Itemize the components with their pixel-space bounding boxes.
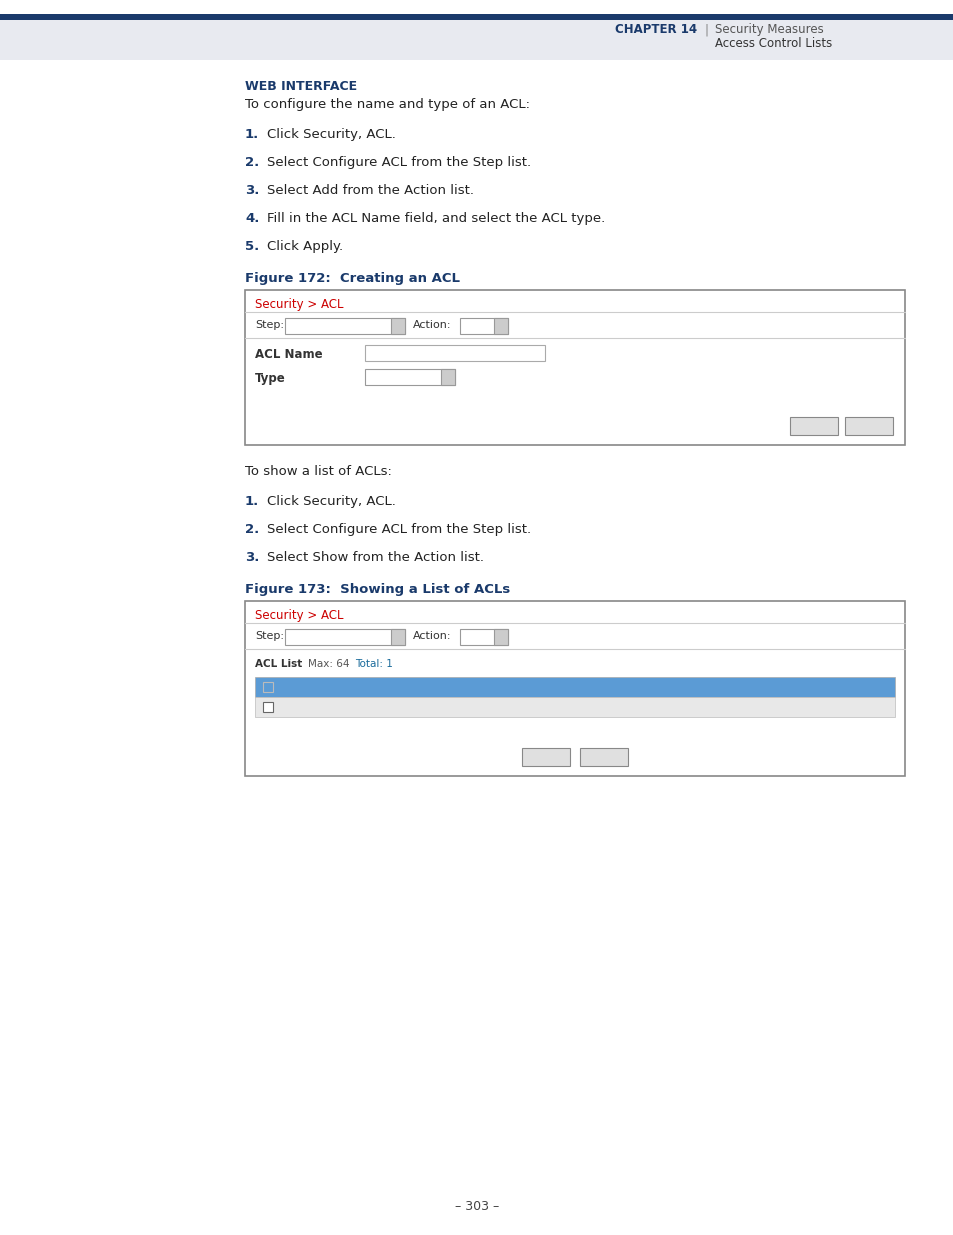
Text: R&D: R&D — [369, 350, 392, 359]
Text: WEB INTERFACE: WEB INTERFACE — [245, 80, 356, 93]
Text: Total: 1: Total: 1 — [355, 659, 393, 669]
Text: ▼: ▼ — [446, 375, 451, 382]
Text: ▼: ▼ — [498, 325, 504, 331]
Text: ACL Name: ACL Name — [254, 348, 322, 361]
Text: |: | — [704, 23, 708, 36]
Text: To configure the name and type of an ACL:: To configure the name and type of an ACL… — [245, 98, 530, 111]
Text: – 303 –: – 303 – — [455, 1200, 498, 1213]
Bar — [440, 369, 455, 385]
Text: Action:: Action: — [413, 320, 451, 330]
Text: Revert: Revert — [585, 752, 621, 762]
Text: To show a list of ACLs:: To show a list of ACLs: — [245, 466, 392, 478]
Text: Access Control Lists: Access Control Lists — [714, 37, 831, 49]
Text: 2.: 2. — [245, 522, 259, 536]
Text: Type: Type — [254, 372, 286, 385]
Bar — [844, 417, 892, 435]
Text: Figure 172:  Creating an ACL: Figure 172: Creating an ACL — [245, 272, 459, 285]
Text: Max: 64: Max: 64 — [308, 659, 349, 669]
Text: R&D: R&D — [439, 704, 464, 714]
Text: Click Security, ACL.: Click Security, ACL. — [267, 495, 395, 508]
Text: Revert: Revert — [850, 421, 886, 431]
Bar — [391, 317, 405, 333]
Bar — [459, 317, 507, 333]
Text: Show: Show — [462, 632, 491, 642]
Text: IP Standard: IP Standard — [368, 373, 428, 383]
Bar — [245, 601, 904, 776]
Text: Select Show from the Action list.: Select Show from the Action list. — [267, 551, 483, 564]
Text: 1.: 1. — [245, 128, 259, 141]
Text: 5.: 5. — [245, 240, 259, 253]
Bar — [521, 748, 569, 766]
Text: Type: Type — [741, 684, 771, 694]
Text: ▼: ▼ — [395, 325, 401, 331]
Bar — [245, 290, 904, 445]
Bar — [365, 345, 544, 361]
Text: Click Apply.: Click Apply. — [267, 240, 343, 253]
Bar — [579, 748, 627, 766]
Bar — [285, 317, 405, 333]
Text: 2.: 2. — [245, 156, 259, 169]
Bar — [0, 20, 953, 61]
Text: 3.: 3. — [245, 184, 259, 198]
Text: Click Security, ACL.: Click Security, ACL. — [267, 128, 395, 141]
Bar — [494, 317, 507, 333]
Bar — [0, 14, 953, 20]
Text: Select Configure ACL from the Step list.: Select Configure ACL from the Step list. — [267, 156, 531, 169]
Text: Fill in the ACL Name field, and select the ACL type.: Fill in the ACL Name field, and select t… — [267, 212, 604, 225]
Text: IP Standard: IP Standard — [724, 704, 788, 714]
Text: 1.: 1. — [245, 495, 259, 508]
Text: Action:: Action: — [413, 631, 451, 641]
Text: Delete: Delete — [527, 752, 564, 762]
Text: Select Add from the Action list.: Select Add from the Action list. — [267, 184, 474, 198]
Text: Security > ACL: Security > ACL — [254, 298, 343, 311]
Text: CHAPTER 14: CHAPTER 14 — [615, 23, 697, 36]
Bar — [494, 629, 507, 645]
Bar — [789, 417, 837, 435]
Text: Apply: Apply — [798, 421, 829, 431]
Text: ACL List: ACL List — [254, 659, 302, 669]
Text: 2. Configure ACL: 2. Configure ACL — [288, 632, 375, 642]
Bar — [263, 682, 273, 692]
Text: Select Configure ACL from the Step list.: Select Configure ACL from the Step list. — [267, 522, 531, 536]
Text: 2. Configure ACL: 2. Configure ACL — [288, 321, 375, 331]
Bar — [263, 701, 273, 713]
Text: Step:: Step: — [254, 631, 284, 641]
Text: 3.: 3. — [245, 551, 259, 564]
Text: Figure 173:  Showing a List of ACLs: Figure 173: Showing a List of ACLs — [245, 583, 510, 597]
Text: ACL Name: ACL Name — [420, 684, 483, 694]
Text: Security > ACL: Security > ACL — [254, 609, 343, 622]
Text: Step:: Step: — [254, 320, 284, 330]
Text: Security Measures: Security Measures — [714, 23, 822, 36]
Bar — [285, 629, 405, 645]
Text: 4.: 4. — [245, 212, 259, 225]
Bar — [254, 677, 894, 697]
Bar — [391, 629, 405, 645]
Bar — [459, 629, 507, 645]
Bar — [254, 697, 894, 718]
Text: Add: Add — [462, 321, 483, 331]
Text: ▼: ▼ — [498, 636, 504, 642]
Bar — [365, 369, 455, 385]
Text: ▼: ▼ — [395, 636, 401, 642]
